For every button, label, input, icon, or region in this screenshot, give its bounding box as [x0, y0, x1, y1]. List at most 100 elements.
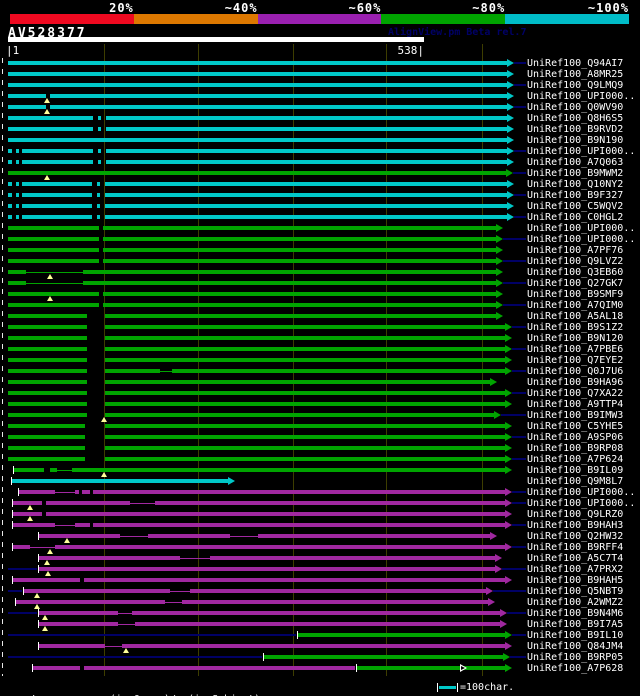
hit-bar-segment[interactable]	[106, 160, 507, 164]
hit-bar-segment[interactable]	[8, 72, 507, 76]
hit-bar-segment[interactable]	[38, 534, 120, 538]
hit-bar-segment[interactable]	[8, 105, 46, 109]
hit-bar-segment[interactable]	[8, 413, 87, 417]
subject-gap-line[interactable]	[165, 602, 182, 603]
hit-bar-segment[interactable]	[38, 644, 105, 648]
hit-label[interactable]: UniRef100_A5C7T4	[527, 553, 624, 564]
subject-gap-line[interactable]	[30, 547, 55, 548]
subject-gap-line[interactable]	[26, 283, 83, 284]
hit-bar-segment[interactable]	[8, 182, 12, 186]
hit-bar-segment[interactable]	[55, 545, 505, 549]
subject-gap-line[interactable]	[180, 558, 210, 559]
hit-bar-segment[interactable]	[38, 567, 495, 571]
hit-bar-segment[interactable]	[106, 116, 507, 120]
hit-label[interactable]: UniRef100_Q9LRZ0	[527, 509, 624, 520]
hit-bar-segment[interactable]	[190, 589, 486, 593]
hit-bar-segment[interactable]	[297, 633, 505, 637]
hit-bar-segment[interactable]	[148, 534, 230, 538]
hit-label[interactable]: UniRef100_A9TTP4	[527, 399, 624, 410]
hit-bar-segment[interactable]	[8, 160, 12, 164]
hit-label[interactable]: UniRef100_Q0J7U6	[527, 366, 624, 377]
hit-bar-segment[interactable]	[98, 149, 101, 153]
hit-bar-segment[interactable]	[15, 600, 165, 604]
hit-label[interactable]: UniRef100_Q8H6S5	[527, 113, 624, 124]
hit-bar-segment[interactable]	[105, 446, 505, 450]
hit-label[interactable]: UniRef100_B9N4M6	[527, 608, 624, 619]
hit-label[interactable]: UniRef100_A7PBE6	[527, 344, 624, 355]
hit-label[interactable]: UniRef100_Q0WV90	[527, 102, 624, 113]
hit-label[interactable]: UniRef100_UPI000..	[527, 146, 636, 157]
hit-bar-segment[interactable]	[8, 281, 26, 285]
hit-bar-segment[interactable]	[93, 523, 505, 527]
hit-bar-segment[interactable]	[8, 369, 87, 373]
hit-label[interactable]: UniRef100_UPI000..	[527, 223, 636, 234]
hit-label[interactable]: UniRef100_B9F327	[527, 190, 624, 201]
hit-bar-segment[interactable]	[72, 468, 505, 472]
hit-bar-segment[interactable]	[50, 468, 57, 472]
hit-bar-segment[interactable]	[8, 435, 85, 439]
hit-label[interactable]: UniRef100_B9IMW3	[527, 410, 624, 421]
hit-bar-segment[interactable]	[38, 622, 118, 626]
hit-bar-segment[interactable]	[135, 622, 500, 626]
hit-bar-segment[interactable]	[122, 644, 505, 648]
hit-label[interactable]: UniRef100_B9I7A5	[527, 619, 624, 630]
hit-bar-segment[interactable]	[22, 193, 92, 197]
hit-bar-segment[interactable]	[84, 666, 355, 670]
hit-label[interactable]: UniRef100_A7Q063	[527, 157, 624, 168]
hit-label[interactable]: UniRef100_Q94AI7	[527, 58, 624, 69]
hit-bar-segment[interactable]	[98, 160, 101, 164]
hit-bar-segment[interactable]	[105, 380, 490, 384]
hit-bar-segment[interactable]	[103, 237, 496, 241]
subject-gap-line[interactable]	[57, 470, 72, 471]
hit-bar-segment[interactable]	[8, 303, 99, 307]
hit-label[interactable]: UniRef100_C5YHE5	[527, 421, 624, 432]
hit-bar-segment[interactable]	[75, 490, 79, 494]
hit-label[interactable]: UniRef100_A7P628	[527, 663, 624, 674]
hit-bar-segment[interactable]	[16, 160, 19, 164]
hit-bar-segment[interactable]	[16, 182, 19, 186]
hit-bar-segment[interactable]	[8, 270, 26, 274]
hit-label[interactable]: UniRef100_B9RP05	[527, 652, 624, 663]
hit-bar-segment[interactable]	[97, 204, 100, 208]
hit-label[interactable]: UniRef100_Q5NBT9	[527, 586, 624, 597]
hit-label[interactable]: UniRef100_B9N190	[527, 135, 624, 146]
hit-bar-segment[interactable]	[8, 116, 93, 120]
hit-bar-segment[interactable]	[22, 149, 93, 153]
hit-bar-segment[interactable]	[8, 391, 87, 395]
hit-bar-segment[interactable]	[105, 193, 507, 197]
hit-bar-segment[interactable]	[172, 369, 505, 373]
hit-bar-segment[interactable]	[8, 347, 87, 351]
subject-gap-line[interactable]	[55, 492, 75, 493]
hit-bar-segment[interactable]	[16, 193, 19, 197]
hit-bar-segment[interactable]	[98, 116, 101, 120]
hit-bar-segment[interactable]	[12, 523, 55, 527]
hit-bar-segment[interactable]	[8, 402, 87, 406]
hit-bar-segment[interactable]	[8, 358, 87, 362]
hit-bar-segment[interactable]	[105, 325, 505, 329]
hit-bar-segment[interactable]	[12, 578, 80, 582]
hit-label[interactable]: UniRef100_UPI000..	[527, 487, 636, 498]
subject-gap-line[interactable]	[160, 371, 172, 372]
hit-bar-segment[interactable]	[84, 578, 505, 582]
hit-label[interactable]: UniRef100_A8MR25	[527, 69, 624, 80]
hit-bar-segment[interactable]	[8, 292, 99, 296]
hit-bar-segment[interactable]	[105, 204, 507, 208]
hit-bar-segment[interactable]	[155, 501, 505, 505]
hit-bar-segment[interactable]	[50, 94, 507, 98]
hit-bar-segment[interactable]	[8, 61, 507, 65]
hit-bar-segment[interactable]	[97, 182, 100, 186]
hit-label[interactable]: UniRef100_UPI000..	[527, 91, 636, 102]
hit-bar-segment[interactable]	[8, 193, 12, 197]
hit-bar-segment[interactable]	[8, 325, 87, 329]
hit-bar-segment[interactable]	[46, 501, 130, 505]
hit-bar-segment[interactable]	[22, 204, 92, 208]
hit-bar-segment[interactable]	[8, 424, 85, 428]
hit-label[interactable]: UniRef100_B9HAH5	[527, 575, 624, 586]
hit-bar-segment[interactable]	[16, 215, 19, 219]
hit-bar-segment[interactable]	[8, 215, 12, 219]
hit-label[interactable]: UniRef100_Q10NY2	[527, 179, 624, 190]
subject-gap-line[interactable]	[120, 536, 148, 537]
hit-label[interactable]: UniRef100_UPI000..	[527, 234, 636, 245]
hit-bar-segment[interactable]	[11, 479, 228, 483]
subject-gap-line[interactable]	[130, 503, 155, 504]
